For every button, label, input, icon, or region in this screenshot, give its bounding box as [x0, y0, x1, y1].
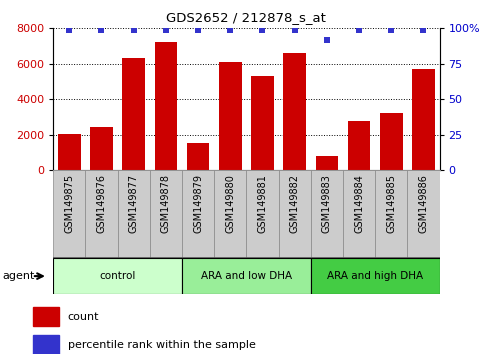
- Bar: [246, 170, 279, 258]
- Text: GSM149880: GSM149880: [225, 174, 235, 233]
- Text: ARA and high DHA: ARA and high DHA: [327, 271, 423, 281]
- Point: [323, 37, 331, 42]
- Bar: [412, 69, 435, 170]
- Bar: [122, 58, 145, 170]
- Text: percentile rank within the sample: percentile rank within the sample: [68, 340, 256, 350]
- Text: GSM149879: GSM149879: [193, 174, 203, 233]
- Bar: [284, 53, 306, 170]
- Bar: [380, 113, 402, 170]
- Text: GSM149883: GSM149883: [322, 174, 332, 233]
- Bar: [279, 170, 311, 258]
- Bar: [53, 170, 85, 258]
- Text: GSM149882: GSM149882: [290, 174, 299, 233]
- Bar: [33, 335, 59, 354]
- Point: [130, 27, 138, 33]
- Bar: [85, 170, 117, 258]
- Point: [387, 27, 395, 33]
- Point: [291, 27, 298, 33]
- Bar: [214, 170, 246, 258]
- Bar: [407, 170, 440, 258]
- Bar: [117, 170, 150, 258]
- Text: GSM149886: GSM149886: [418, 174, 428, 233]
- Point: [162, 27, 170, 33]
- Point: [420, 27, 427, 33]
- Bar: [155, 42, 177, 170]
- Bar: [90, 127, 113, 170]
- Text: GSM149885: GSM149885: [386, 174, 396, 233]
- Bar: [343, 170, 375, 258]
- Text: GSM149881: GSM149881: [257, 174, 268, 233]
- Bar: [187, 143, 209, 170]
- Point: [227, 27, 234, 33]
- Text: GSM149877: GSM149877: [128, 174, 139, 234]
- Text: GSM149884: GSM149884: [354, 174, 364, 233]
- Bar: [375, 170, 407, 258]
- Text: ARA and low DHA: ARA and low DHA: [201, 271, 292, 281]
- Text: GSM149878: GSM149878: [161, 174, 171, 233]
- Bar: [58, 133, 81, 170]
- Text: GSM149876: GSM149876: [97, 174, 106, 233]
- Bar: [33, 307, 59, 326]
- Title: GDS2652 / 212878_s_at: GDS2652 / 212878_s_at: [166, 11, 327, 24]
- Bar: [182, 170, 214, 258]
- Point: [258, 27, 266, 33]
- Point: [194, 27, 202, 33]
- Point: [65, 27, 73, 33]
- Bar: [53, 258, 182, 294]
- Bar: [315, 156, 338, 170]
- Bar: [311, 170, 343, 258]
- Text: agent: agent: [3, 271, 35, 281]
- Text: count: count: [68, 312, 99, 322]
- Bar: [251, 76, 274, 170]
- Bar: [150, 170, 182, 258]
- Point: [355, 27, 363, 33]
- Bar: [182, 258, 311, 294]
- Text: control: control: [99, 271, 136, 281]
- Text: GSM149875: GSM149875: [64, 174, 74, 234]
- Bar: [348, 121, 370, 170]
- Point: [98, 27, 105, 33]
- Bar: [219, 62, 242, 170]
- Bar: [311, 258, 440, 294]
